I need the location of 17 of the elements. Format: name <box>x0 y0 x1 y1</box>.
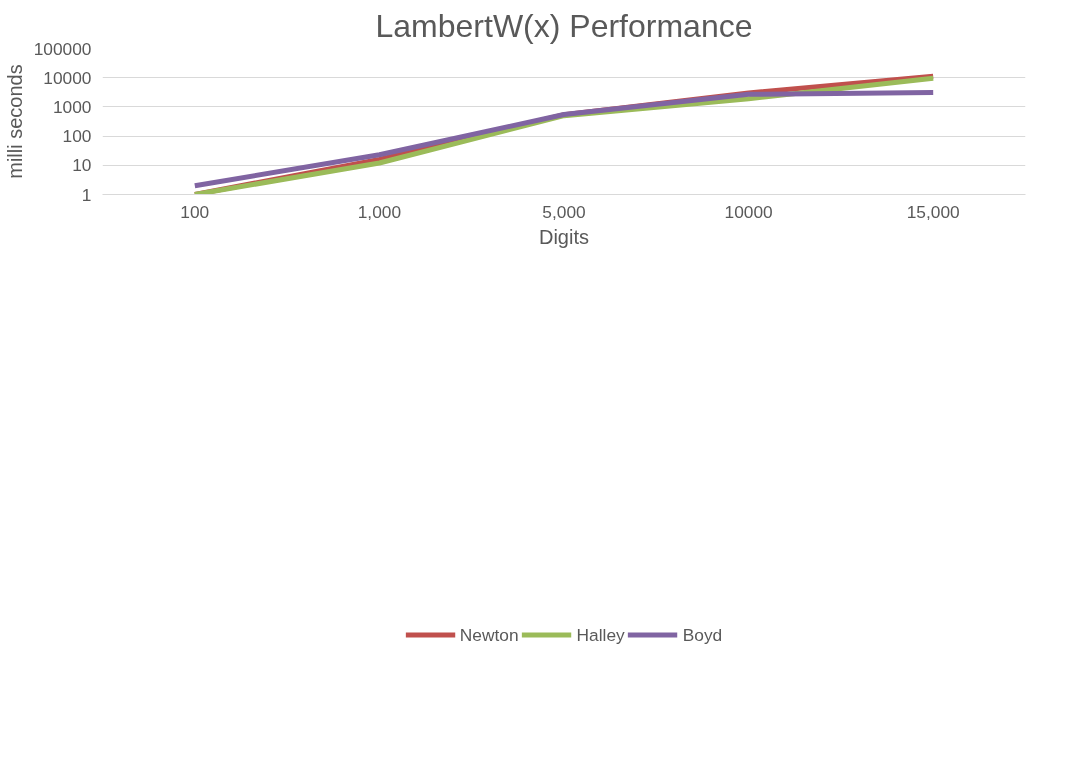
y-tick-label: 10000 <box>43 67 92 88</box>
y-tick-label: 10 <box>72 155 92 176</box>
x-tick-label: 5,000 <box>542 201 586 222</box>
y-tick-label: 100000 <box>33 38 92 59</box>
y-axis-title: milli seconds <box>3 64 26 179</box>
x-axis-title: Digits <box>539 225 590 248</box>
legend-label: Newton <box>459 624 519 646</box>
legend-label: Boyd <box>682 624 723 646</box>
y-tick-label: 1000 <box>52 96 92 117</box>
x-tick-label: 10000 <box>724 201 773 222</box>
x-tick-label: 100 <box>180 201 210 222</box>
x-tick-label: 15,000 <box>906 201 960 222</box>
y-tick-label: 1 <box>81 184 92 205</box>
chart-title: LambertW(x) Performance <box>375 7 753 44</box>
legend-label: Halley <box>576 624 625 646</box>
x-tick-label: 1,000 <box>357 201 402 222</box>
y-tick-label: 100 <box>62 126 92 147</box>
